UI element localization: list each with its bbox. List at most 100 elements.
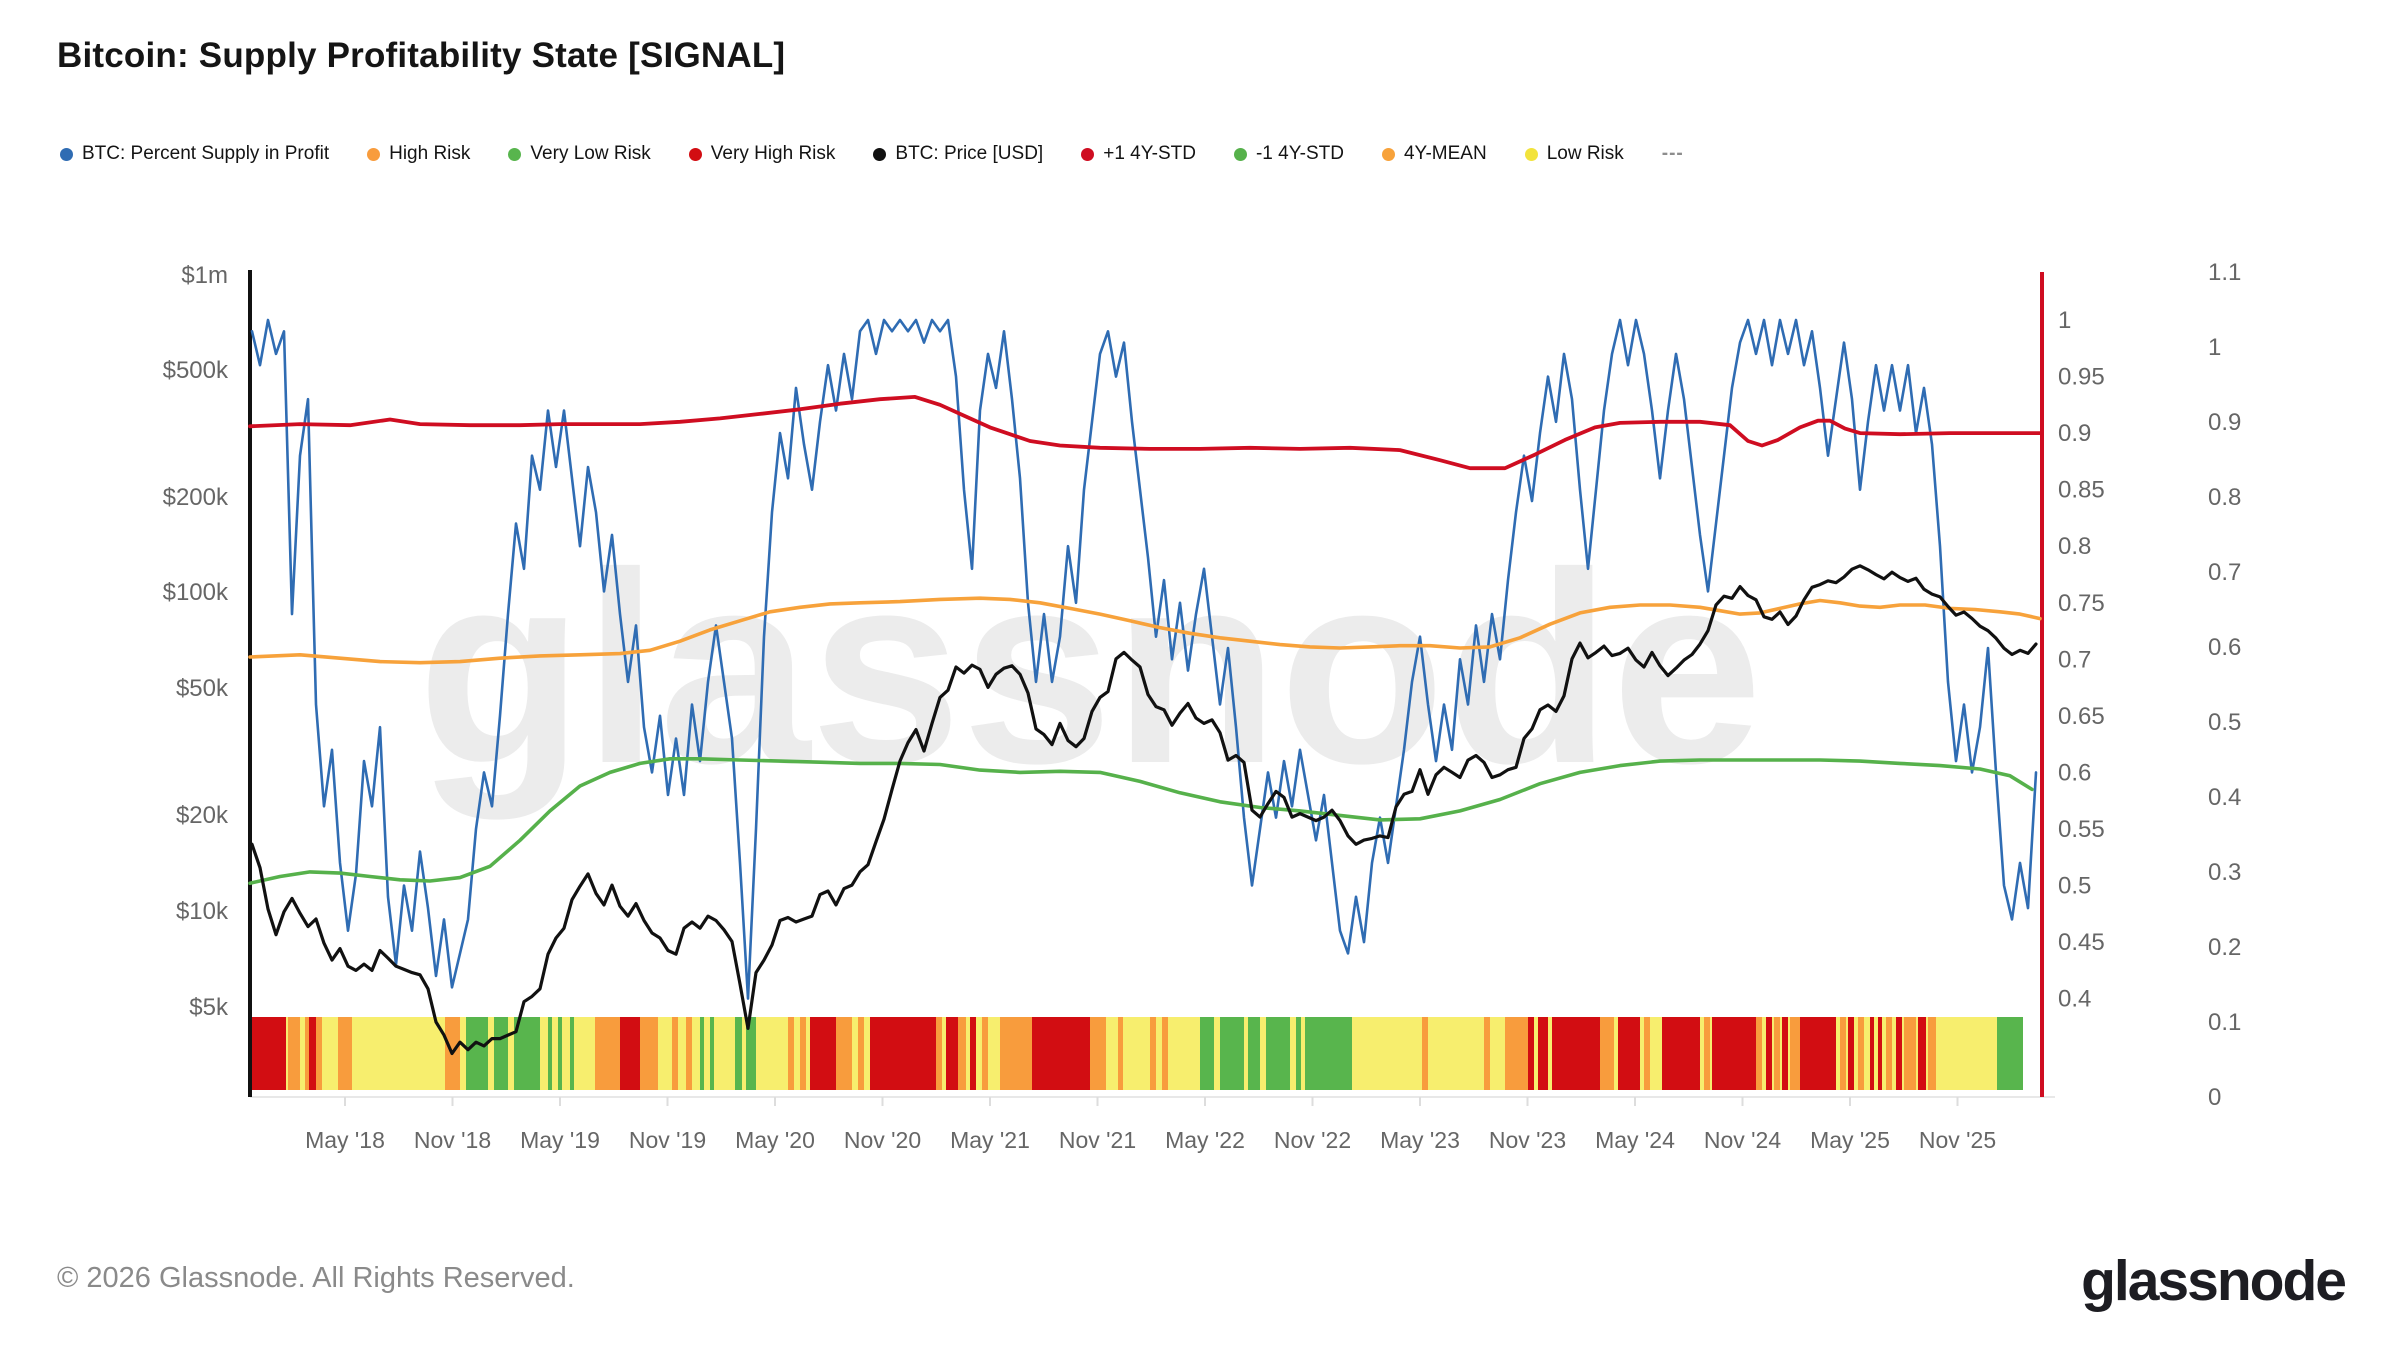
risk-strip-segment: [936, 1017, 942, 1090]
risk-strip-segment: [788, 1017, 794, 1090]
legend-color-dot-icon: [873, 147, 887, 161]
risk-strip-segment: [1848, 1017, 1854, 1090]
x-axis-tick-label: May '25: [1810, 1127, 1890, 1153]
outer-axis-tick-label: 0.1: [2208, 1009, 2241, 1036]
outer-axis-tick-label: 0.4: [2208, 784, 2241, 811]
risk-strip-segment: [250, 1017, 286, 1090]
risk-strip-segment: [1782, 1017, 1788, 1090]
risk-strip-segment: [570, 1017, 574, 1090]
outer-axis-tick-label: 1.1: [2208, 259, 2241, 286]
fraction-axis-tick-label: 0.45: [2058, 929, 2105, 956]
risk-strip-segment: [970, 1017, 976, 1090]
risk-strip-segment: [1790, 1017, 1800, 1090]
risk-strip-segment: [494, 1017, 508, 1090]
risk-strip-segment: [1918, 1017, 1926, 1090]
series-line-1-4y-std: [248, 757, 2034, 885]
fraction-axis-tick-label: 0.6: [2058, 759, 2091, 786]
risk-strip-segment: [309, 1017, 316, 1090]
risk-strip-segment: [1032, 1017, 1090, 1090]
risk-strip-segment: [1712, 1017, 1756, 1090]
risk-strip-segment: [870, 1017, 936, 1090]
legend-color-dot-icon: [60, 147, 73, 161]
risk-strip-segment: [1484, 1017, 1490, 1090]
legend-color-dot-icon: [688, 147, 702, 161]
risk-strip-segment: [288, 1017, 300, 1090]
x-axis-tick-label: May '22: [1165, 1127, 1245, 1153]
risk-strip-segment: [1552, 1017, 1558, 1090]
x-axis-tick-label: Nov '22: [1274, 1127, 1351, 1153]
price-axis-tick-label: $200k: [163, 484, 229, 511]
risk-strip-segment: [1220, 1017, 1244, 1090]
x-axis-tick-label: Nov '24: [1704, 1127, 1781, 1153]
fraction-axis-tick-label: 0.5: [2058, 873, 2091, 900]
risk-strip-segment: [1896, 1017, 1902, 1090]
outer-axis-tick-label: 1: [2208, 334, 2221, 361]
page-title: Bitcoin: Supply Profitability State [SIG…: [57, 36, 786, 75]
risk-strip-segment: [1528, 1017, 1534, 1090]
copyright-text: © 2026 Glassnode. All Rights Reserved.: [57, 1262, 575, 1294]
legend-item-btc-price-usd[interactable]: BTC: Price [USD]: [873, 143, 1043, 165]
risk-strip-segment: [735, 1017, 742, 1090]
risk-strip-segment: [810, 1017, 836, 1090]
outer-axis-tick-label: 0.2: [2208, 934, 2241, 961]
x-axis-labels: May '18 Nov '18 May '19 Nov '19 May '20 Nov '…: [305, 1097, 1996, 1153]
glassnode-logo[interactable]: glassnode: [2081, 1249, 2347, 1313]
risk-strip-segment: [595, 1017, 620, 1090]
x-axis-tick-label: May '20: [735, 1127, 815, 1153]
legend-item-very-high-risk[interactable]: Very High Risk: [688, 143, 836, 165]
risk-strip-segment: [1928, 1017, 1936, 1090]
risk-strip-segment: [710, 1017, 714, 1090]
legend-color-dot-icon: [508, 147, 522, 161]
legend-item-label: 4Y-MEAN: [1403, 143, 1487, 164]
risk-strip-segment: [1618, 1017, 1640, 1090]
risk-strip-segment: [1997, 1017, 2023, 1090]
x-axis-tick-label: May '19: [520, 1127, 600, 1153]
outer-axis-tick-label: 0.3: [2208, 859, 2241, 886]
outer-axis-tick-label: 0.7: [2208, 559, 2241, 586]
legend-item-1-4y-std[interactable]: -1 4Y-STD: [1233, 143, 1344, 165]
legend-item-btc-percent-supply-in-profit[interactable]: BTC: Percent Supply in Profit: [60, 143, 329, 165]
legend-item-1-4y-std[interactable]: +1 4Y-STD: [1081, 143, 1196, 165]
legend-color-dot-icon: [367, 147, 381, 161]
risk-strip-segment: [466, 1017, 488, 1090]
legend-item-[interactable]: ---: [1662, 143, 1684, 165]
legend-item-label: BTC: Percent Supply in Profit: [82, 143, 330, 164]
fraction-axis-tick-label: 0.95: [2058, 364, 2105, 391]
risk-strip-segment: [548, 1017, 552, 1090]
series-line-1-4y-std: [248, 395, 2042, 471]
legend-item-low-risk[interactable]: Low Risk: [1524, 143, 1624, 165]
legend-color-dot-icon: [1524, 147, 1538, 161]
risk-strip-segment: [558, 1017, 562, 1090]
fraction-axis-labels: 1 0.95 0.9 0.85 0.8 0.75 0.7 0.65 0.6 0.55 0.5 0.45…: [2058, 307, 2105, 1013]
outer-axis-tick-label: 0.5: [2208, 709, 2241, 736]
series-line-btc-percent-supply-in-profit: [250, 318, 2038, 1000]
risk-strip-segment: [1000, 1017, 1032, 1090]
price-axis-tick-label: $5k: [189, 994, 229, 1021]
legend-item-high-risk[interactable]: High Risk: [367, 143, 470, 165]
risk-strip-segment: [1870, 1017, 1874, 1090]
fraction-axis-tick-label: 1: [2058, 307, 2071, 334]
risk-strip-segment: [1878, 1017, 1882, 1090]
legend-dash-label: ---: [1661, 143, 1684, 164]
series-line-btc-price-usd: [250, 564, 2038, 1056]
legend-item-4y-mean[interactable]: 4Y-MEAN: [1381, 143, 1487, 165]
risk-strip-segment: [1600, 1017, 1614, 1090]
risk-strip-segment: [982, 1017, 988, 1090]
risk-strip-segment: [858, 1017, 864, 1090]
outer-axis-tick-label: 0.9: [2208, 409, 2241, 436]
legend-item-label: +1 4Y-STD: [1103, 143, 1196, 164]
legend-item-label: High Risk: [389, 143, 471, 164]
risk-strip-segment: [338, 1017, 352, 1090]
risk-strip-segment: [1305, 1017, 1352, 1090]
risk-strip-segment: [836, 1017, 852, 1090]
legend-item-very-low-risk[interactable]: Very Low Risk: [508, 143, 651, 165]
fraction-axis-tick-label: 0.85: [2058, 477, 2105, 504]
legend-item-label: BTC: Price [USD]: [895, 143, 1044, 164]
risk-strip-segment: [1904, 1017, 1916, 1090]
risk-strip-segment: [1296, 1017, 1301, 1090]
risk-strip-segment: [1090, 1017, 1106, 1090]
risk-strip-segment: [1505, 1017, 1528, 1090]
fraction-axis-tick-label: 0.4: [2058, 986, 2091, 1013]
legend-item-label: Very High Risk: [710, 143, 836, 164]
